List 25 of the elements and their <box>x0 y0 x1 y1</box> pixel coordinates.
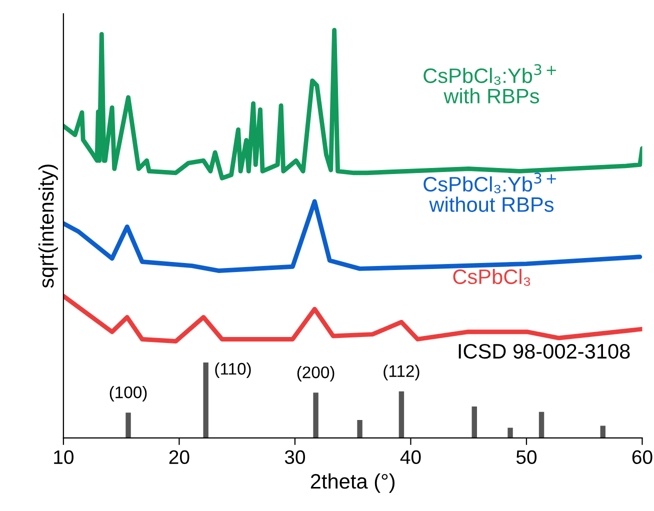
x-tick-label: 10 <box>54 450 74 464</box>
bar <box>126 412 131 438</box>
text: CsPbCl₃ <box>453 268 530 286</box>
annotation: (110) <box>215 362 251 378</box>
bar <box>538 412 544 438</box>
bar <box>508 428 513 438</box>
text: CsPbCl₃:Yb$^{3+}$ with RBPs <box>424 64 556 104</box>
x-tick-label: 60 <box>632 450 652 464</box>
bar <box>357 420 362 438</box>
bar <box>203 362 208 438</box>
bar <box>313 392 318 438</box>
annotation: ICSD 98-002-3108 <box>458 344 630 359</box>
x-tick-label: 40 <box>400 450 421 464</box>
bar <box>398 391 404 438</box>
bar <box>600 426 606 438</box>
annotation: (200) <box>297 366 334 382</box>
text: CsPbCl₃:Yb$^{3+}$ without RBPs <box>424 172 556 212</box>
x-tick-label: 20 <box>169 450 190 464</box>
x-tick-label: 30 <box>284 450 306 464</box>
bar <box>472 406 477 438</box>
annotation: (100) <box>110 386 147 402</box>
y-axis-title: sqrt(intensity) <box>38 164 58 288</box>
x-axis-title: 2theta (°) <box>310 473 395 493</box>
annotation: (112) <box>384 364 420 380</box>
x-tick-label: 50 <box>516 450 537 464</box>
